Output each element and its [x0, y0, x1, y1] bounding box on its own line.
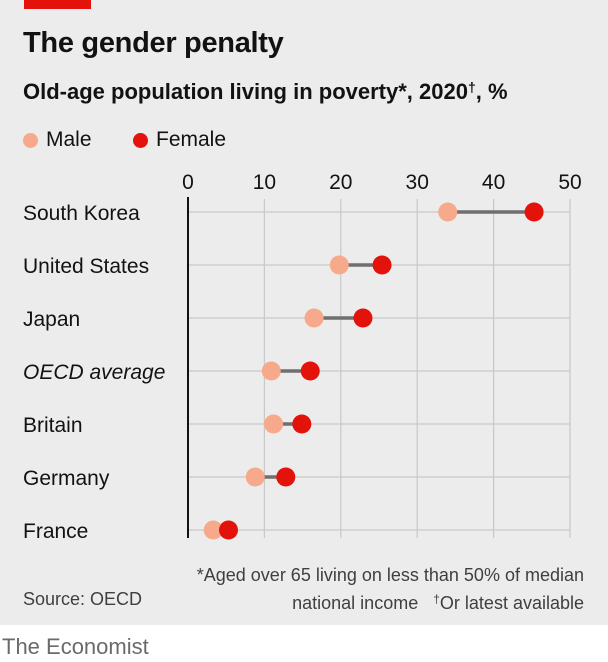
brand-red-tab [24, 0, 91, 9]
footnote-line-2: national income †Or latest available [197, 589, 584, 617]
male-point [329, 255, 349, 275]
source-note: Source: OECD [23, 589, 143, 609]
category-label: France [23, 520, 88, 543]
x-tick-label: 10 [253, 171, 276, 194]
female-point [218, 520, 238, 540]
footnote-line-1: *Aged over 65 living on less than 50% of… [196, 565, 584, 585]
footnote-mark: † [433, 592, 440, 606]
male-point [304, 308, 324, 328]
x-tick-label: 20 [329, 171, 352, 194]
legend-male-dot [23, 133, 38, 148]
x-tick-label: 0 [182, 171, 194, 194]
brand-wordmark: The Economist [2, 634, 149, 659]
footnote-line-2-rest: Or latest available [439, 593, 584, 613]
footnote-line-2-text: national income [292, 593, 419, 613]
chart-title: The gender penalty [23, 27, 284, 59]
female-point [372, 255, 392, 275]
category-label: South Korea [23, 202, 140, 225]
x-tick-label: 40 [482, 171, 505, 194]
legend-female-label: Female [156, 128, 227, 151]
male-point [261, 361, 281, 381]
chart-subtitle-text: Old-age population living in poverty*, 2… [23, 79, 468, 104]
category-label: OECD average [23, 361, 165, 384]
dumbbell-chart: 0 10 20 30 40 50 South Korea United States Japan… [23, 171, 582, 543]
legend-female-dot [133, 133, 148, 148]
chart-card: The gender penalty Old-age population li… [0, 0, 608, 625]
footnote: *Aged over 65 living on less than 50% of… [197, 561, 584, 617]
female-point [292, 414, 312, 434]
legend-male-label: Male [46, 128, 92, 151]
category-label: United States [23, 255, 149, 278]
category-label: Germany [23, 467, 110, 490]
x-tick-label: 50 [558, 171, 581, 194]
category-label: Britain [23, 414, 83, 437]
chart-subtitle-mark: † [467, 79, 476, 95]
male-point [203, 520, 223, 540]
female-point [524, 202, 544, 222]
male-point [438, 202, 458, 222]
chart-subtitle-unit: , % [475, 79, 508, 104]
female-point [276, 467, 296, 487]
male-point [264, 414, 284, 434]
x-tick-label: 30 [406, 171, 429, 194]
male-point [245, 467, 265, 487]
category-label: Japan [23, 308, 80, 331]
female-point [353, 308, 373, 328]
female-point [300, 361, 320, 381]
chart-subtitle: Old-age population living in poverty*, 2… [23, 79, 508, 105]
